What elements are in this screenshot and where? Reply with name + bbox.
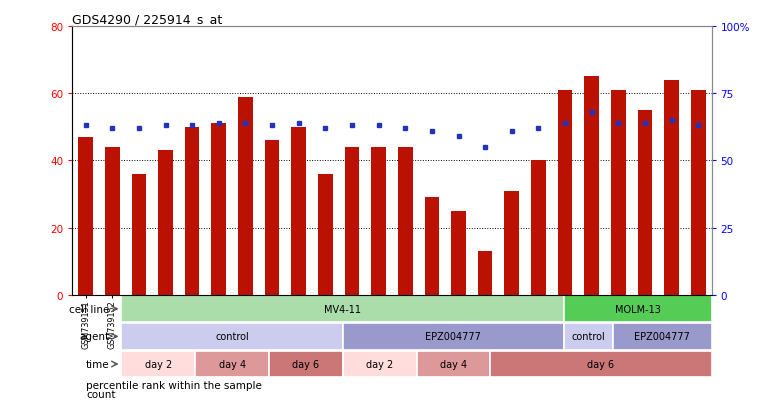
Bar [265,141,279,295]
Bar [451,211,466,295]
Bar [398,147,412,295]
Bar [371,147,386,295]
Bar [584,77,599,295]
Bar [564,296,712,323]
Bar [291,128,306,295]
Bar [613,323,712,350]
Bar [478,252,492,295]
Bar [564,323,613,350]
Bar [122,351,196,377]
Bar [490,351,712,377]
Text: percentile rank within the sample: percentile rank within the sample [86,380,262,390]
Bar [122,296,564,323]
Bar [416,351,490,377]
Bar [611,90,626,295]
Text: cell line: cell line [68,304,109,314]
Bar [664,81,679,295]
Bar [212,124,226,295]
Bar [531,161,546,295]
Bar [342,351,416,377]
Text: day 6: day 6 [292,359,320,369]
Bar [345,147,359,295]
Text: EPZ004777: EPZ004777 [425,332,481,342]
Bar [132,174,146,295]
Bar [558,90,572,295]
Text: day 2: day 2 [366,359,393,369]
Bar [185,128,199,295]
Text: MV4-11: MV4-11 [324,304,361,314]
Text: GDS4290 / 225914_s_at: GDS4290 / 225914_s_at [72,13,222,26]
Text: control: control [215,332,249,342]
Text: count: count [86,389,116,399]
Text: day 2: day 2 [145,359,172,369]
Bar [638,111,652,295]
Bar [691,90,705,295]
Text: day 4: day 4 [440,359,467,369]
Text: MOLM-13: MOLM-13 [615,304,661,314]
Text: agent: agent [79,332,109,342]
Bar [238,97,253,295]
Bar [196,351,269,377]
Bar [269,351,342,377]
Text: day 4: day 4 [218,359,246,369]
Bar [425,198,439,295]
Bar [158,151,173,295]
Text: time: time [85,359,109,369]
Bar [342,323,564,350]
Bar [318,174,333,295]
Bar [122,323,342,350]
Text: control: control [572,332,606,342]
Bar [78,138,93,295]
Bar [105,147,119,295]
Bar [505,191,519,295]
Text: EPZ004777: EPZ004777 [635,332,690,342]
Text: day 6: day 6 [587,359,614,369]
